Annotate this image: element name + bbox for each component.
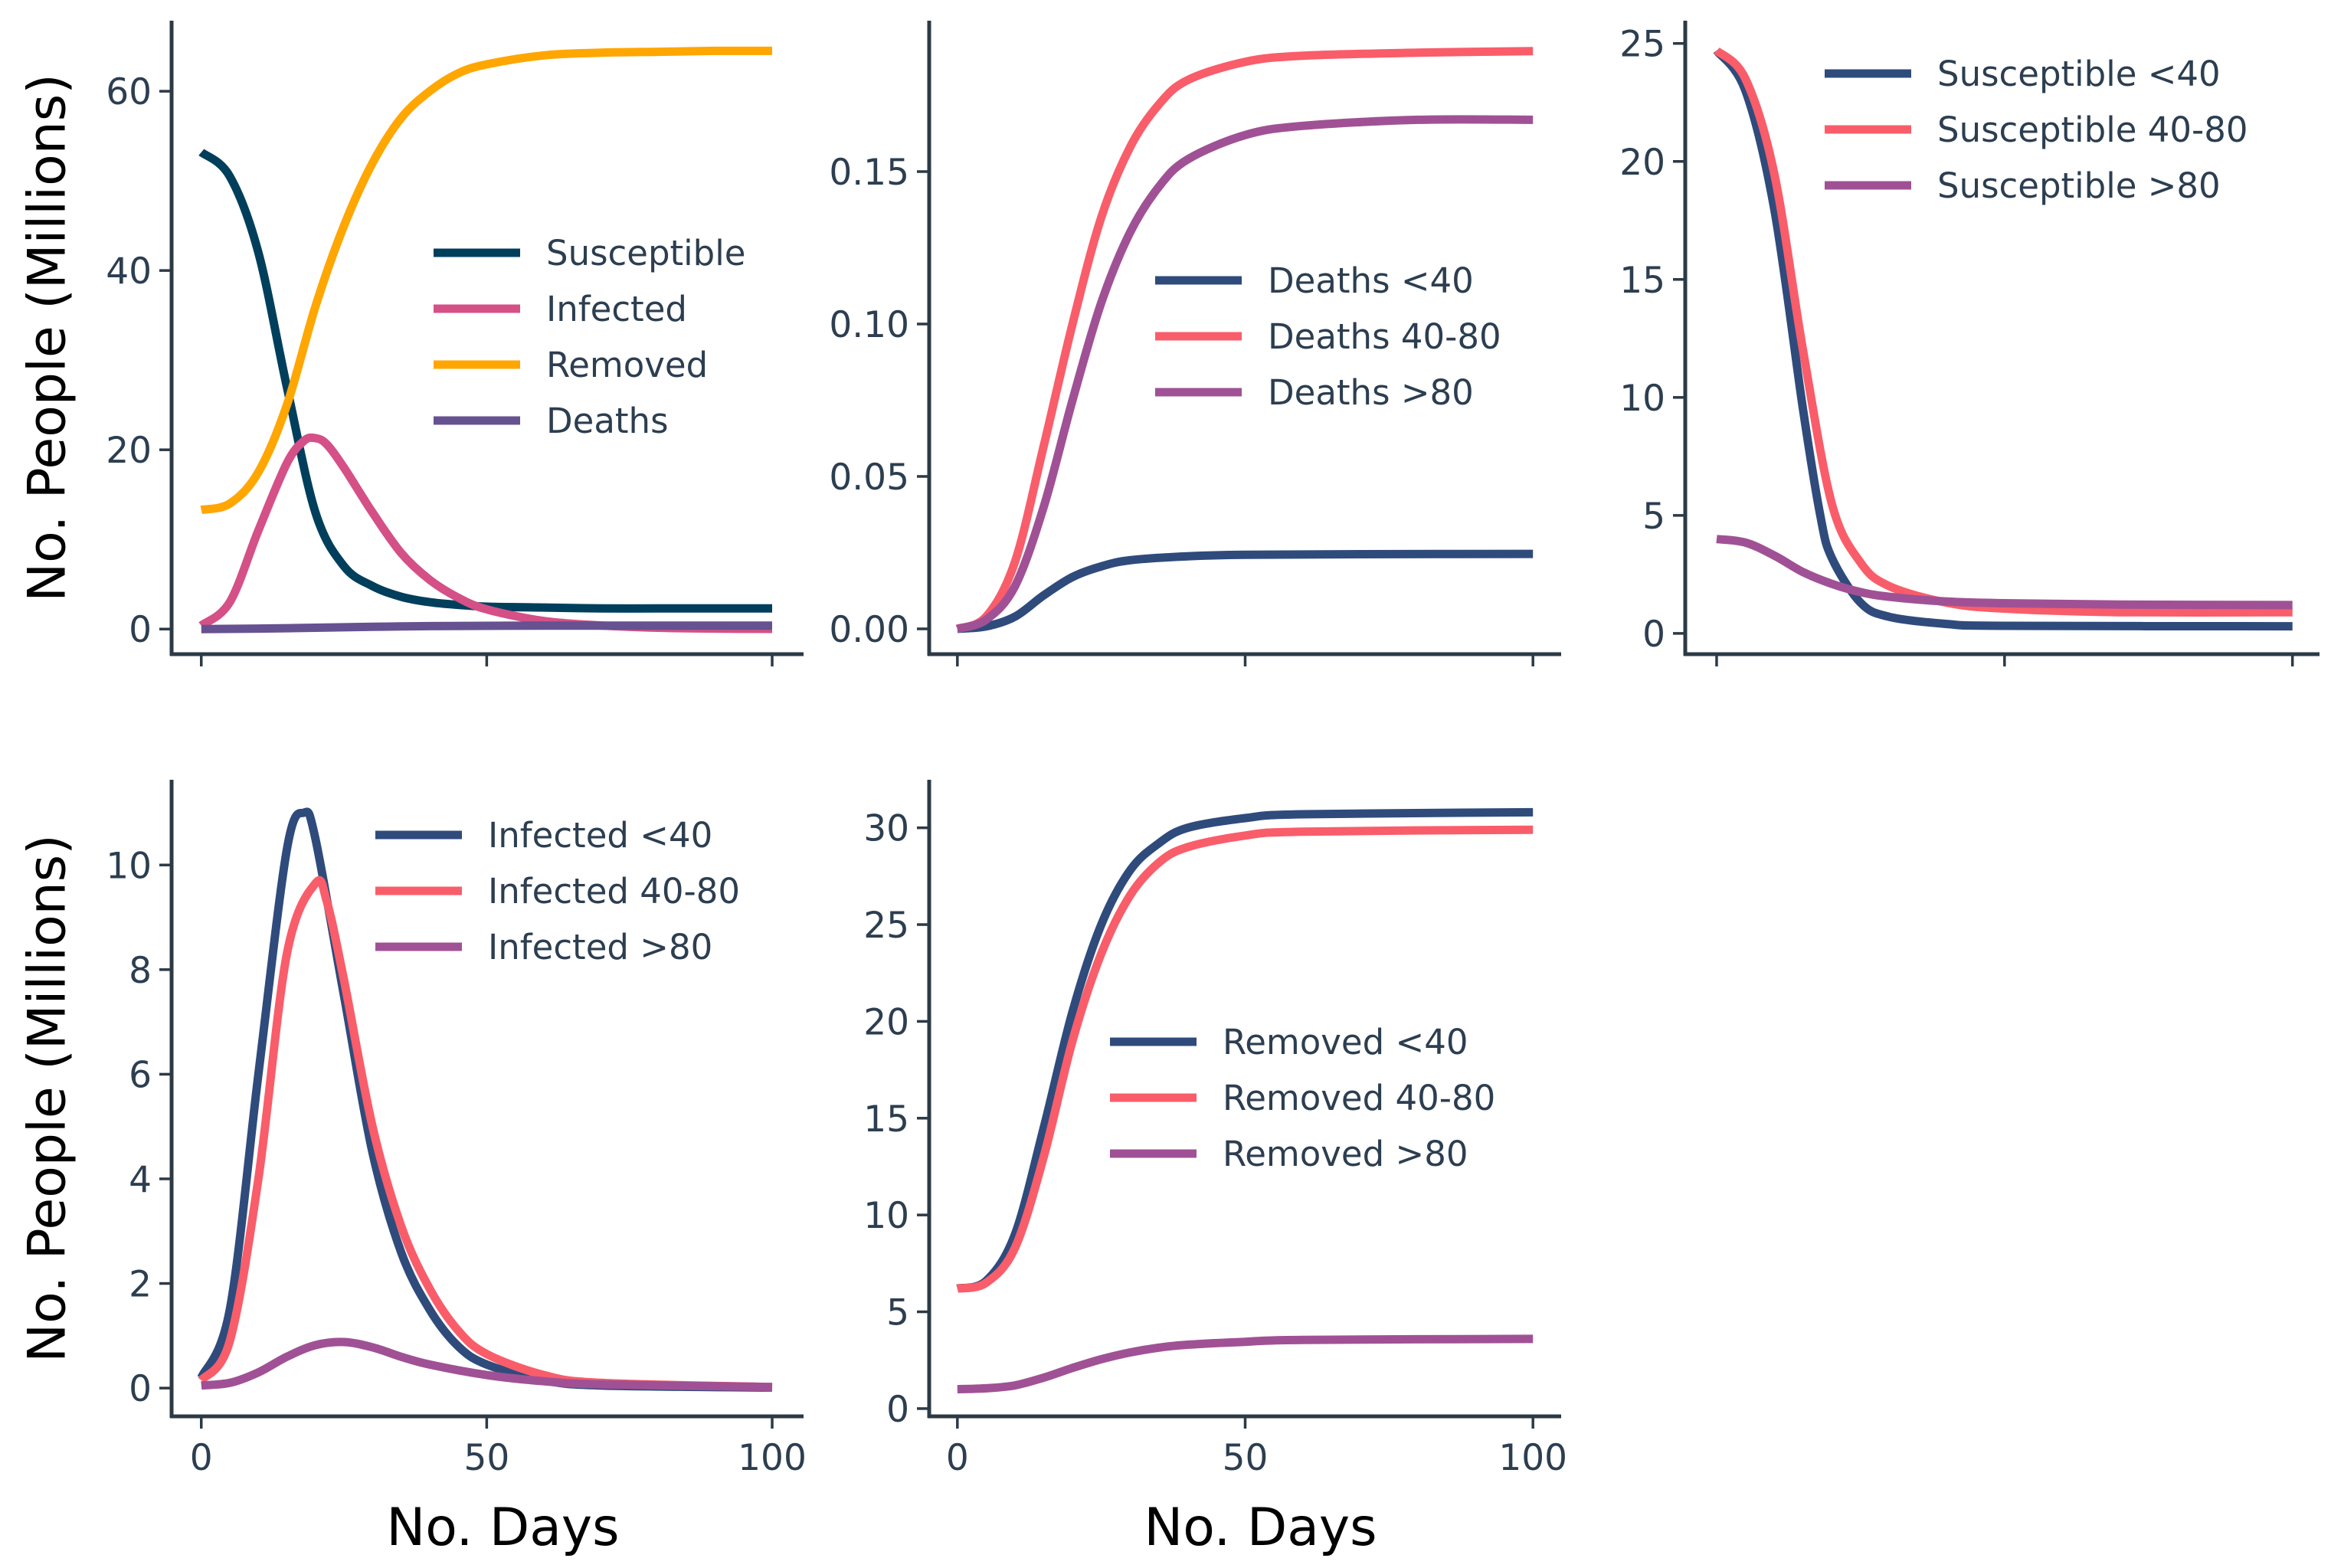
y-tick-label: 4 bbox=[129, 1159, 152, 1201]
y-tick-label: 25 bbox=[1619, 24, 1665, 66]
legend: Removed <40 Removed 40-80 Removed >80 bbox=[1110, 1022, 1495, 1174]
y-tick-label: 30 bbox=[863, 808, 909, 850]
y-tick-label: 40 bbox=[106, 250, 152, 293]
series-line-infected-80 bbox=[201, 1337, 773, 1392]
series-line-deaths bbox=[201, 621, 772, 633]
y-tick-label: 10 bbox=[1619, 378, 1665, 420]
legend: Susceptible Infected Removed Deaths bbox=[434, 233, 745, 441]
legend-label: Deaths <40 bbox=[1268, 260, 1474, 301]
series-line-deaths-80 bbox=[956, 115, 1534, 633]
series-line-removed-80 bbox=[957, 1334, 1534, 1394]
legend: Deaths <40 Deaths 40-80 Deaths >80 bbox=[1155, 260, 1501, 413]
legend-label: Removed 40-80 bbox=[1223, 1078, 1495, 1118]
y-tick-label: 25 bbox=[863, 905, 909, 947]
legend-label: Susceptible >80 bbox=[1937, 165, 2221, 206]
y-tick-label: 0.15 bbox=[829, 152, 909, 194]
y-tick-label: 10 bbox=[863, 1195, 909, 1237]
series-line-susceptible-40-80 bbox=[1714, 47, 2293, 617]
y-axis-label: No. People (Millions) bbox=[18, 74, 78, 601]
y-tick-label: 20 bbox=[1619, 142, 1665, 184]
subplot-1: 0 20 40 60 No. People (Millions) Susceptible I… bbox=[18, 21, 804, 666]
legend-label: Susceptible bbox=[546, 233, 745, 273]
legend-label: Infected bbox=[546, 289, 687, 329]
x-tick-label: 100 bbox=[1498, 1437, 1567, 1479]
legend-label: Susceptible <40 bbox=[1937, 54, 2221, 94]
legend: Infected <40 Infected 40-80 Infected >80 bbox=[375, 815, 740, 967]
y-tick-label: 5 bbox=[1642, 496, 1665, 538]
series-line-removed bbox=[200, 46, 773, 515]
y-tick-label: 0.00 bbox=[829, 609, 909, 651]
series-line-susceptible-40 bbox=[1713, 47, 2293, 631]
legend-label: Infected <40 bbox=[488, 815, 712, 856]
series-line-infected-40-80 bbox=[198, 876, 773, 1392]
x-tick-label: 0 bbox=[946, 1437, 969, 1479]
legend-label: Infected >80 bbox=[488, 927, 712, 967]
y-tick-label: 0.10 bbox=[829, 304, 909, 346]
series-line-deaths-40 bbox=[957, 549, 1534, 633]
legend-label: Deaths bbox=[546, 401, 669, 441]
y-tick-label: 0 bbox=[129, 1368, 152, 1410]
series-line-removed-40-80 bbox=[956, 825, 1534, 1293]
y-tick-label: 20 bbox=[106, 430, 152, 472]
y-tick-label: 6 bbox=[129, 1054, 152, 1096]
x-axis-label: No. Days bbox=[1144, 1498, 1377, 1558]
series-line-susceptible bbox=[198, 149, 772, 613]
legend: Susceptible <40 Susceptible 40-80 Suscepti… bbox=[1825, 54, 2248, 206]
y-tick-label: 2 bbox=[129, 1264, 152, 1306]
x-tick-label: 50 bbox=[463, 1437, 509, 1479]
legend-label: Deaths 40-80 bbox=[1268, 316, 1501, 357]
subplot-3: 0 5 10 15 20 25 Susceptible <40 Susceptible 40-… bbox=[1619, 21, 2320, 666]
series-line-susceptible-80 bbox=[1716, 535, 2293, 610]
legend-label: Susceptible 40-80 bbox=[1937, 110, 2248, 150]
legend-label: Removed bbox=[546, 345, 708, 385]
x-tick-label: 50 bbox=[1223, 1437, 1269, 1479]
y-tick-label: 60 bbox=[106, 71, 152, 113]
series-line-removed-40 bbox=[956, 807, 1534, 1293]
legend-label: Infected 40-80 bbox=[488, 871, 740, 912]
y-tick-label: 0.05 bbox=[829, 457, 909, 499]
x-tick-label: 0 bbox=[190, 1437, 213, 1479]
y-tick-label: 15 bbox=[863, 1098, 909, 1141]
legend-label: Deaths >80 bbox=[1268, 372, 1474, 413]
y-tick-label: 20 bbox=[863, 1001, 909, 1043]
series-line-deaths-40-80 bbox=[955, 47, 1534, 633]
y-tick-label: 15 bbox=[1619, 260, 1665, 302]
legend-label: Removed <40 bbox=[1223, 1022, 1468, 1062]
y-tick-label: 8 bbox=[129, 950, 152, 992]
y-tick-label: 0 bbox=[886, 1389, 909, 1431]
y-tick-label: 0 bbox=[129, 609, 152, 651]
x-tick-label: 100 bbox=[738, 1437, 807, 1479]
x-axis-label: No. Days bbox=[386, 1498, 619, 1558]
legend-label: Removed >80 bbox=[1223, 1134, 1468, 1174]
y-axis-label: No. People (Millions) bbox=[18, 834, 78, 1362]
y-tick-label: 10 bbox=[106, 845, 152, 887]
series-line-infected bbox=[198, 433, 773, 633]
y-tick-label: 0 bbox=[1642, 614, 1665, 656]
y-tick-label: 5 bbox=[886, 1292, 909, 1334]
